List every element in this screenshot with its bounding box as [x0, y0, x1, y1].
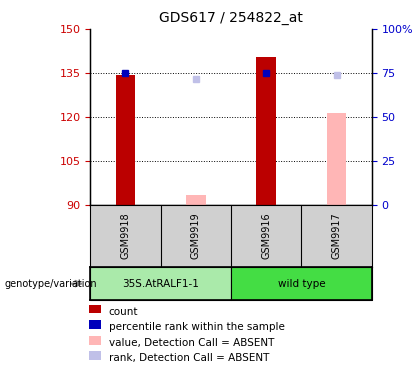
Text: count: count — [109, 307, 138, 317]
Text: GSM9919: GSM9919 — [191, 213, 201, 259]
Text: GSM9918: GSM9918 — [121, 213, 131, 259]
Text: rank, Detection Call = ABSENT: rank, Detection Call = ABSENT — [109, 353, 269, 363]
Bar — [327, 113, 346, 205]
Text: percentile rank within the sample: percentile rank within the sample — [109, 322, 285, 332]
Bar — [90, 267, 231, 300]
Bar — [256, 57, 276, 205]
Text: GSM9917: GSM9917 — [331, 213, 341, 259]
Text: genotype/variation: genotype/variation — [4, 279, 97, 289]
Text: 35S.AtRALF1-1: 35S.AtRALF1-1 — [122, 279, 199, 289]
Bar — [89, 351, 101, 360]
Text: value, Detection Call = ABSENT: value, Detection Call = ABSENT — [109, 338, 274, 348]
Bar — [231, 267, 372, 300]
Text: GSM9916: GSM9916 — [261, 213, 271, 259]
Bar — [186, 195, 206, 205]
Bar — [89, 305, 101, 313]
Bar — [116, 75, 135, 205]
Bar — [89, 336, 101, 344]
Bar — [89, 320, 101, 329]
Text: wild type: wild type — [278, 279, 325, 289]
Title: GDS617 / 254822_at: GDS617 / 254822_at — [159, 11, 303, 26]
